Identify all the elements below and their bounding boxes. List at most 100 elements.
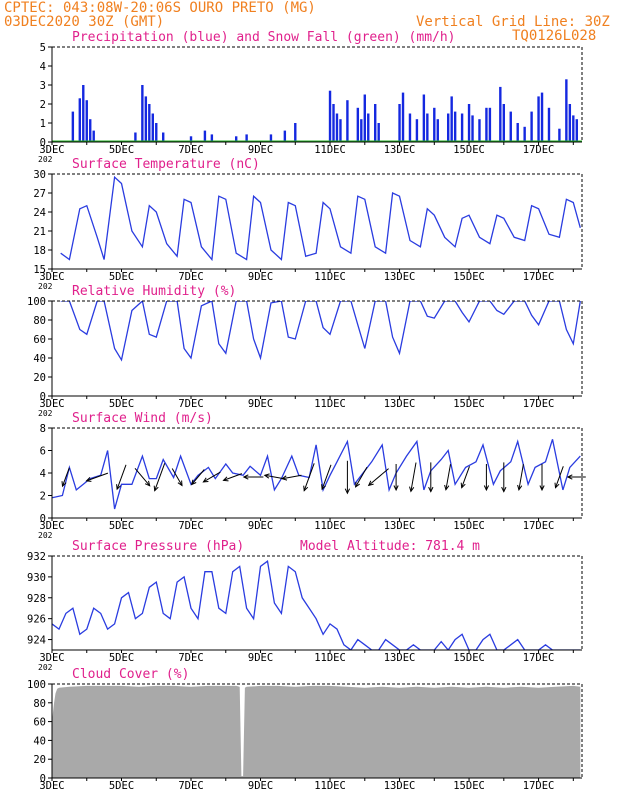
wind-vector-head xyxy=(409,486,415,493)
precip-bar xyxy=(460,113,464,142)
precip-bar xyxy=(189,136,193,142)
x-tick-label: 5DEC xyxy=(109,520,134,532)
x-tick-label: 7DEC xyxy=(178,520,203,532)
x-tick-label: 15DEC xyxy=(453,652,485,664)
precip-bar xyxy=(558,128,561,142)
x-tick-label: 11DEC xyxy=(314,398,346,410)
x-tick-label: 11DEC xyxy=(314,271,346,283)
x-tick-label: 9DEC xyxy=(248,520,273,532)
precip-bar xyxy=(92,130,95,142)
x-tick-label: 17DEC xyxy=(523,271,555,283)
wind-vector xyxy=(116,464,127,490)
wind-vector-head xyxy=(539,485,545,492)
precip-bar xyxy=(141,85,144,142)
wind-vector-head xyxy=(367,480,374,487)
precip-bar xyxy=(575,119,578,142)
precip-bar xyxy=(269,134,273,142)
y-tick-label: 20 xyxy=(33,372,46,384)
x-tick-label: 13DEC xyxy=(384,652,416,664)
y-tick-label: 928 xyxy=(27,593,46,605)
x-tick-label: 13DEC xyxy=(384,398,416,410)
precip-bar xyxy=(203,130,207,142)
x-tick-label: 3DEC xyxy=(39,780,64,792)
precip-bar xyxy=(356,107,360,142)
x-tick-label: 9DEC xyxy=(248,780,273,792)
precip-bar xyxy=(332,104,335,142)
x-tick-label: 15DEC xyxy=(453,398,485,410)
wind-vector xyxy=(518,464,524,490)
cloud-cover-area xyxy=(52,685,581,778)
precip-bar xyxy=(151,113,154,142)
precip-bar xyxy=(565,79,568,142)
wind-vector xyxy=(154,463,166,491)
pres-panel: Surface Pressure (hPa) Model Altitude: 78… xyxy=(27,539,583,672)
precip-bar xyxy=(367,113,370,142)
x-tick-label: 11DEC xyxy=(314,652,346,664)
precip-bar xyxy=(363,94,366,142)
x-tick-label: 9DEC xyxy=(248,144,273,156)
wind-vector-head xyxy=(501,486,507,493)
x-tick-label: 9DEC xyxy=(248,652,273,664)
x-tick-label: 5DEC xyxy=(109,652,134,664)
precip-bar xyxy=(426,113,429,142)
y-tick-label: 2 xyxy=(40,99,46,111)
rh-title: Relative Humidity (%) xyxy=(72,284,236,299)
x-tick-label: 17DEC xyxy=(523,520,555,532)
temp-panel: Surface Temperature (nC) 15 18 21 24 27 30 3DEC… xyxy=(33,157,583,291)
precip-bar xyxy=(436,119,439,142)
precip-bar xyxy=(78,98,82,142)
precip-bar xyxy=(328,90,332,142)
wind-title: Surface Wind (m/s) xyxy=(72,411,213,426)
precip-bar xyxy=(537,96,540,142)
precip-bar xyxy=(523,126,526,142)
x-tick-label: 13DEC xyxy=(384,520,416,532)
x-year-fragment: 202 xyxy=(38,663,53,672)
precip-bar xyxy=(530,111,533,142)
y-tick-label: 2 xyxy=(40,491,46,503)
wind-vector xyxy=(410,462,417,492)
precip-bar xyxy=(547,107,551,142)
precip-bar xyxy=(516,123,519,142)
y-tick-label: 6 xyxy=(40,446,46,458)
precip-bar xyxy=(346,100,349,142)
x-year-fragment: 202 xyxy=(38,282,53,291)
x-tick-label: 17DEC xyxy=(523,398,555,410)
x-tick-label: 17DEC xyxy=(523,652,555,664)
precip-bar xyxy=(488,107,492,142)
precip-bar xyxy=(82,85,85,142)
wind-vector-head xyxy=(242,474,249,480)
wind-vector-head xyxy=(61,481,67,488)
x-tick-label: 9DEC xyxy=(248,398,273,410)
precip-bar xyxy=(446,113,450,142)
wind-vector xyxy=(445,464,451,490)
rh-panel: Relative Humidity (%) 0 20 40 60 80 100 3DEC 5DE… xyxy=(27,284,583,418)
wind-vector xyxy=(282,474,302,480)
x-tick-label: 15DEC xyxy=(453,780,485,792)
wind-vector xyxy=(171,468,183,486)
y-tick-label: 20 xyxy=(33,754,46,766)
wind-vector-head xyxy=(190,479,197,486)
wind-vector-head xyxy=(263,473,270,479)
x-tick-label: 17DEC xyxy=(523,144,555,156)
x-tick-label: 3DEC xyxy=(39,520,64,532)
x-tick-label: 11DEC xyxy=(314,780,346,792)
wind-vector-head xyxy=(554,482,560,489)
x-tick-label: 3DEC xyxy=(39,398,64,410)
x-year-fragment: 202 xyxy=(38,409,53,418)
precip-bar xyxy=(377,123,380,142)
y-tick-label: 40 xyxy=(33,735,46,747)
y-tick-label: 60 xyxy=(33,717,46,729)
pres-line xyxy=(52,560,581,650)
y-tick-label: 80 xyxy=(33,315,46,327)
precip-bar xyxy=(478,119,481,142)
y-tick-label: 60 xyxy=(33,334,46,346)
precip-bar xyxy=(85,100,88,142)
x-tick-label: 5DEC xyxy=(109,398,134,410)
x-tick-label: 15DEC xyxy=(453,271,485,283)
wind-vector-head xyxy=(344,488,351,495)
x-tick-label: 17DEC xyxy=(523,780,555,792)
x-tick-label: 7DEC xyxy=(178,780,203,792)
x-tick-label: 13DEC xyxy=(384,144,416,156)
x-tick-label: 5DEC xyxy=(109,144,134,156)
